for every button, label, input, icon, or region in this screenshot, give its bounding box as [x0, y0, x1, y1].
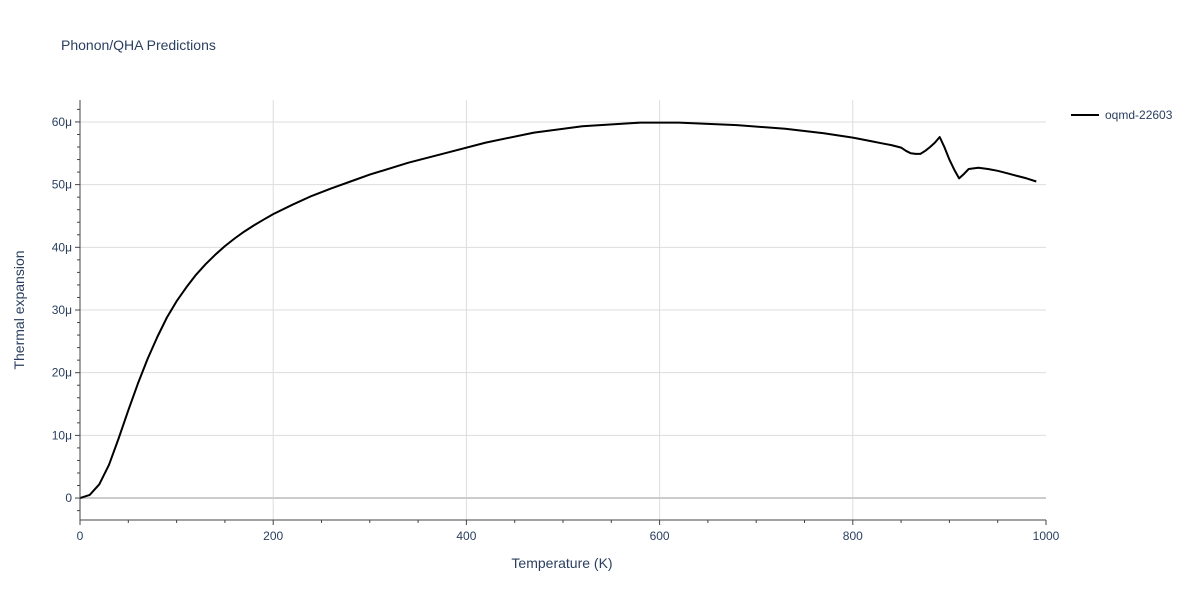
series-line-oqmd-22603 — [79, 121, 1037, 500]
y-tick-label: 20μ — [52, 366, 72, 380]
x-tick-label: 0 — [77, 529, 84, 543]
chart-title: Phonon/QHA Predictions — [61, 37, 216, 53]
legend[interactable]: oqmd-22603 — [1071, 108, 1173, 122]
y-tick-label: 30μ — [52, 303, 72, 317]
legend-label: oqmd-22603 — [1105, 108, 1173, 122]
y-tick-label: 10μ — [52, 428, 72, 442]
y-tick-label: 40μ — [52, 240, 72, 254]
x-tick-label: 200 — [263, 529, 283, 543]
y-tick-label: 60μ — [52, 115, 72, 129]
y-axis-title: Thermal expansion — [11, 250, 27, 369]
x-tick-label: 400 — [456, 529, 476, 543]
axes: 0 200 400 600 800 1000 0 10μ 20μ 30μ 40μ 50μ 60μ — [52, 100, 1060, 543]
plot-area[interactable] — [79, 121, 1037, 500]
x-axis-title: Temperature (K) — [511, 555, 612, 571]
grid-layer — [80, 100, 1046, 520]
x-tick-label: 1000 — [1033, 529, 1060, 543]
x-tick-label: 600 — [650, 529, 670, 543]
y-tick-label: 50μ — [52, 178, 72, 192]
x-tick-label: 800 — [843, 529, 863, 543]
y-tick-label: 0 — [65, 491, 72, 505]
